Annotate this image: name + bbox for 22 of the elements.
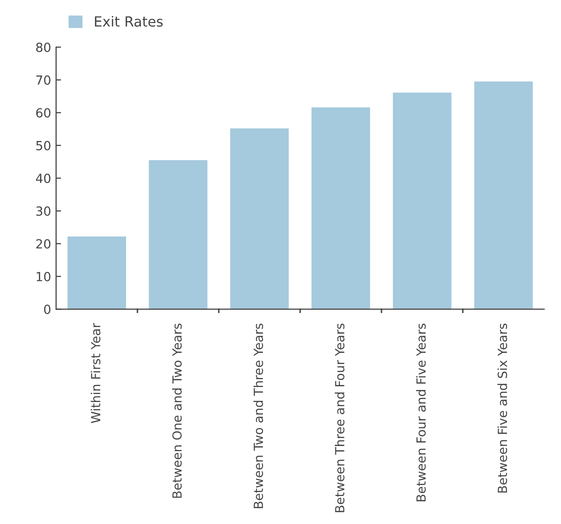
y-tick-label: 80 bbox=[36, 42, 50, 52]
y-tick-label: 30 bbox=[36, 206, 50, 216]
y-tick-label: 10 bbox=[36, 272, 50, 282]
x-tick-label: Between Four and Five Years bbox=[416, 324, 426, 502]
y-tick-label: 50 bbox=[36, 140, 50, 150]
x-tick-label: Between One and Two Years bbox=[172, 324, 182, 498]
x-tick-label: Between Two and Three Years bbox=[253, 324, 264, 508]
y-tick-label: 70 bbox=[36, 75, 50, 85]
x-tick-label: Between Three and Four Years bbox=[334, 324, 344, 512]
bar bbox=[148, 160, 208, 310]
y-tick-label: 60 bbox=[36, 108, 50, 118]
bar bbox=[230, 128, 289, 310]
bar bbox=[392, 92, 452, 310]
legend-label: Exit Rates bbox=[94, 16, 163, 27]
x-tick-label: Between Five and Six Years bbox=[497, 324, 508, 493]
y-tick-label: 0 bbox=[44, 304, 50, 314]
bar bbox=[67, 236, 126, 310]
y-tick-label: 40 bbox=[36, 174, 50, 184]
bar bbox=[474, 82, 533, 310]
y-tick-label: 20 bbox=[36, 239, 50, 249]
x-tick-label: Within First Year bbox=[90, 323, 100, 424]
bar bbox=[312, 107, 370, 310]
